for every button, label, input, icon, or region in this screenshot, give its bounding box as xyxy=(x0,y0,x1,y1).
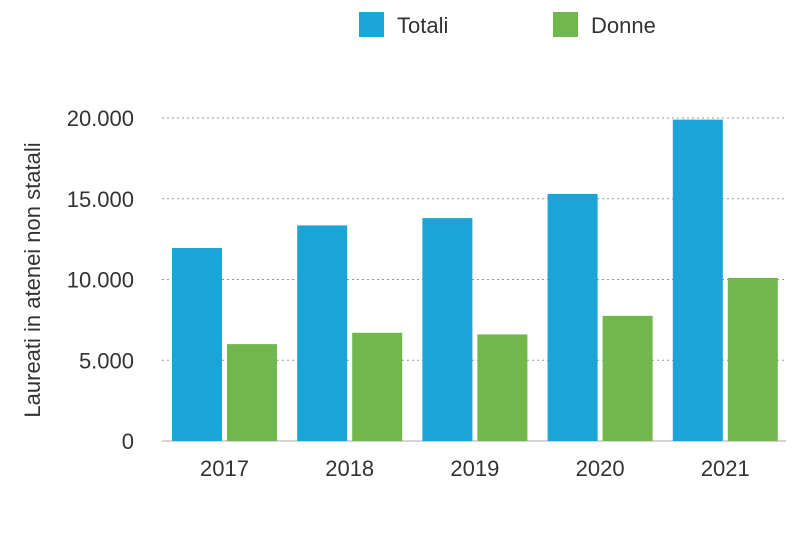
bar-donne-2019 xyxy=(477,334,528,441)
legend-label-donne: Donne xyxy=(591,13,656,38)
x-tick-label: 2020 xyxy=(576,456,625,481)
bar-totali-2018 xyxy=(297,225,348,441)
bar-donne-2021 xyxy=(727,277,778,441)
x-axis-categories: 2017 2018 2019 2020 2021 xyxy=(200,456,750,481)
bars xyxy=(172,119,778,442)
legend-swatch-donne xyxy=(553,12,578,37)
y-axis-title: Laureati in atenei non statali xyxy=(20,142,45,417)
x-tick-label: 2019 xyxy=(450,456,499,481)
x-tick-label: 2021 xyxy=(701,456,750,481)
x-tick-label: 2018 xyxy=(325,456,374,481)
y-tick-label: 5.000 xyxy=(79,348,134,373)
bar-totali-2021 xyxy=(672,119,723,442)
legend-swatch-totali xyxy=(359,12,384,37)
bar-totali-2019 xyxy=(422,218,473,441)
bar-donne-2017 xyxy=(227,344,277,441)
y-tick-label: 15.000 xyxy=(67,187,134,212)
y-tick-label: 10.000 xyxy=(67,268,134,293)
x-tick-label: 2017 xyxy=(200,456,249,481)
legend: Totali Donne xyxy=(359,12,656,38)
legend-label-totali: Totali xyxy=(397,13,448,38)
bar-totali-2020 xyxy=(547,193,598,441)
y-tick-label: 20.000 xyxy=(67,106,134,131)
y-tick-label: 0 xyxy=(122,429,134,454)
bar-donne-2020 xyxy=(602,315,653,441)
y-axis-ticks: 0 5.000 10.000 15.000 20.000 xyxy=(67,106,134,454)
bar-totali-2017 xyxy=(172,248,222,441)
bar-donne-2018 xyxy=(352,332,403,441)
